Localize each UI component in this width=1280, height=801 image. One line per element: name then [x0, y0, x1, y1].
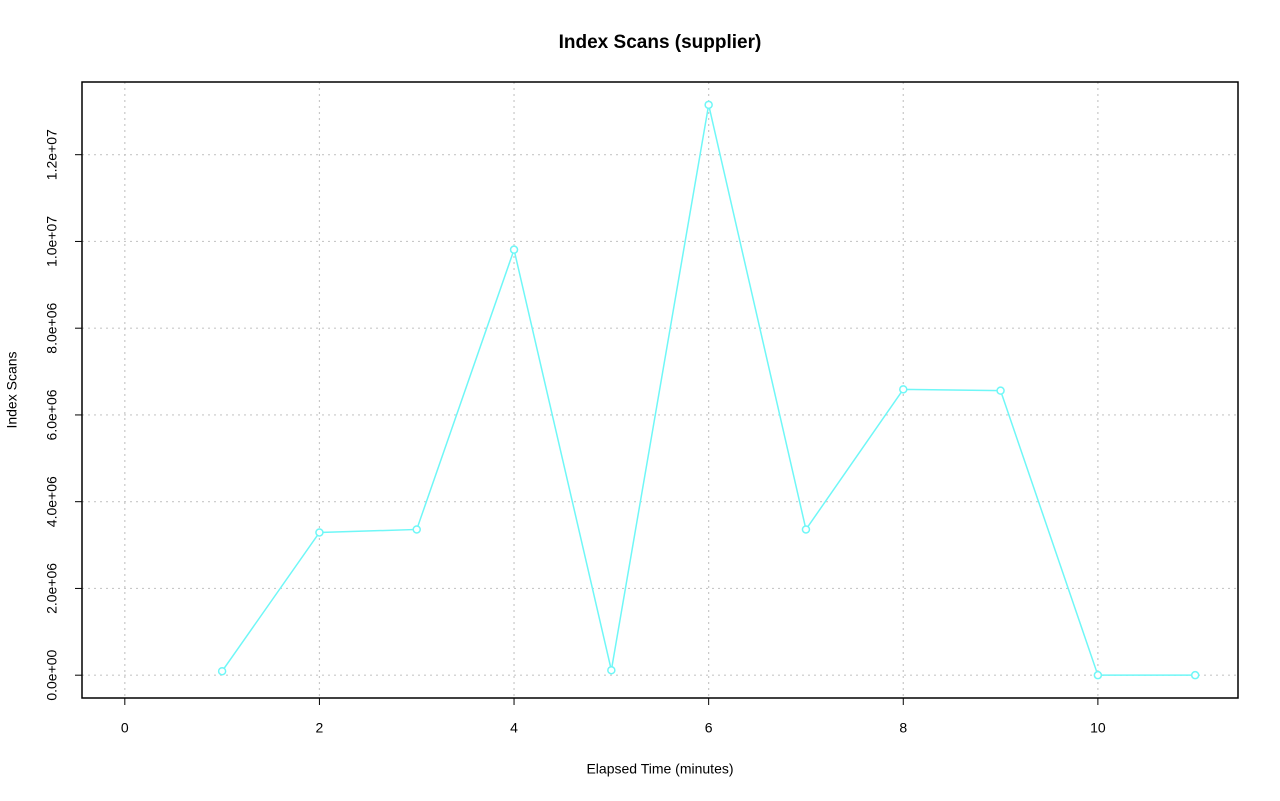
y-tick-label: 4.0e+06	[44, 476, 60, 527]
data-point	[704, 100, 713, 110]
data-point	[801, 525, 811, 534]
data-point	[899, 385, 908, 394]
data-point	[607, 665, 616, 675]
data-point	[217, 666, 227, 676]
x-tick-label: 6	[705, 720, 713, 736]
data-point	[509, 245, 519, 254]
x-tick-label: 2	[316, 720, 324, 736]
x-axis-label: Elapsed Time (minutes)	[586, 761, 733, 777]
y-axis-label: Index Scans	[4, 351, 20, 428]
chart-title: Index Scans (supplier)	[559, 32, 762, 53]
data-point	[996, 386, 1005, 395]
y-tick-label: 0.0e+00	[44, 649, 60, 700]
data-point	[315, 528, 324, 537]
y-tick-label: 6.0e+06	[44, 389, 60, 440]
x-tick-label: 4	[510, 720, 518, 736]
y-tick-label: 1.0e+07	[44, 216, 60, 267]
plot-frame	[81, 81, 1239, 699]
x-tick-label: 10	[1090, 720, 1106, 736]
x-tick-label: 8	[899, 720, 907, 736]
data-point	[412, 525, 421, 534]
y-tick-label: 8.0e+06	[44, 302, 60, 353]
x-tick-label: 0	[121, 720, 129, 736]
data-point	[1093, 670, 1103, 680]
y-tick-label: 1.2e+07	[44, 129, 60, 180]
data-point	[1190, 670, 1200, 680]
y-tick-label: 2.0e+06	[44, 563, 60, 614]
